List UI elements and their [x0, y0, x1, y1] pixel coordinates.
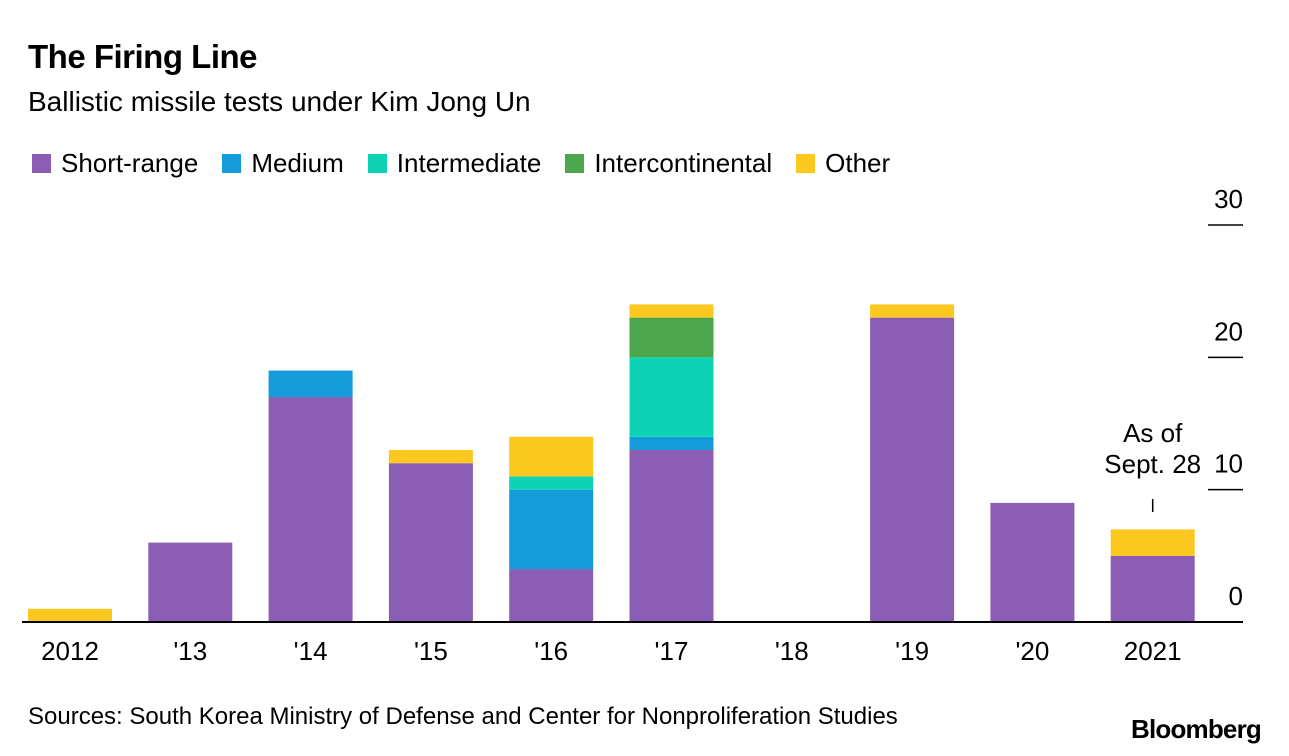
legend-label: Medium: [251, 148, 344, 178]
annotation-text: Sept. 28: [1104, 449, 1201, 479]
bar-segment: [509, 436, 594, 477]
legend-item-intermediate: Intermediate: [367, 148, 542, 179]
legend-swatch: [222, 154, 242, 173]
legend-swatch: [565, 154, 585, 173]
legend-item-medium: Medium: [222, 148, 344, 179]
legend-swatch: [367, 154, 387, 173]
bar-segment: [870, 304, 955, 318]
bar-segment: [990, 502, 1075, 622]
x-tick-label: '14: [294, 636, 328, 666]
chart-subtitle: Ballistic missile tests under Kim Jong U…: [28, 86, 531, 117]
legend-swatch: [32, 154, 51, 173]
x-tick-label: '20: [1015, 636, 1049, 666]
bar-segment: [388, 463, 473, 622]
x-tick-label: '13: [173, 636, 207, 666]
bar-segment: [28, 608, 112, 622]
legend-item-other: Other: [796, 148, 890, 179]
bar-segment: [1110, 529, 1195, 556]
legend-label: Short-range: [61, 148, 199, 178]
x-tick-label: 2021: [1124, 636, 1182, 666]
source-note: Sources: South Korea Ministry of Defense…: [28, 703, 898, 730]
bar-segment: [268, 370, 353, 398]
legend: Short-range Medium Intermediate Intercon…: [32, 148, 914, 179]
bar-segment: [629, 436, 714, 450]
y-tick-label: 20: [1214, 316, 1243, 346]
x-tick-label: '15: [414, 636, 448, 666]
bar-segment: [388, 449, 473, 464]
bar-segment: [509, 476, 594, 490]
bar-segment: [509, 569, 594, 622]
legend-label: Intercontinental: [594, 148, 773, 178]
bar-segment: [1110, 555, 1195, 622]
x-tick-label: 2012: [41, 636, 99, 666]
legend-item-intercontinental: Intercontinental: [565, 148, 772, 179]
y-tick-label: 0: [1229, 581, 1243, 611]
legend-swatch: [796, 154, 816, 173]
y-tick-label: 10: [1214, 449, 1243, 479]
bar-segment: [870, 317, 955, 622]
bar-segment: [509, 489, 594, 570]
x-tick-label: '19: [895, 636, 929, 666]
annotation-text: As of: [1123, 418, 1183, 448]
x-tick-label: '17: [655, 636, 689, 666]
bar-segment: [148, 542, 233, 622]
bar-segment: [629, 357, 714, 437]
legend-label: Other: [825, 148, 891, 178]
bar-segment: [629, 317, 714, 358]
chart-title: The Firing Line: [28, 38, 258, 75]
bar-segment: [629, 449, 714, 622]
legend-item-short-range: Short-range: [32, 148, 198, 179]
bloomberg-logo: Bloomberg: [1130, 714, 1262, 744]
bar-segment: [629, 304, 714, 318]
legend-label: Intermediate: [396, 148, 542, 178]
y-tick-label: 30: [1214, 184, 1243, 214]
x-tick-label: '18: [775, 636, 809, 666]
bar-segment: [268, 397, 353, 622]
x-tick-label: '16: [534, 636, 568, 666]
